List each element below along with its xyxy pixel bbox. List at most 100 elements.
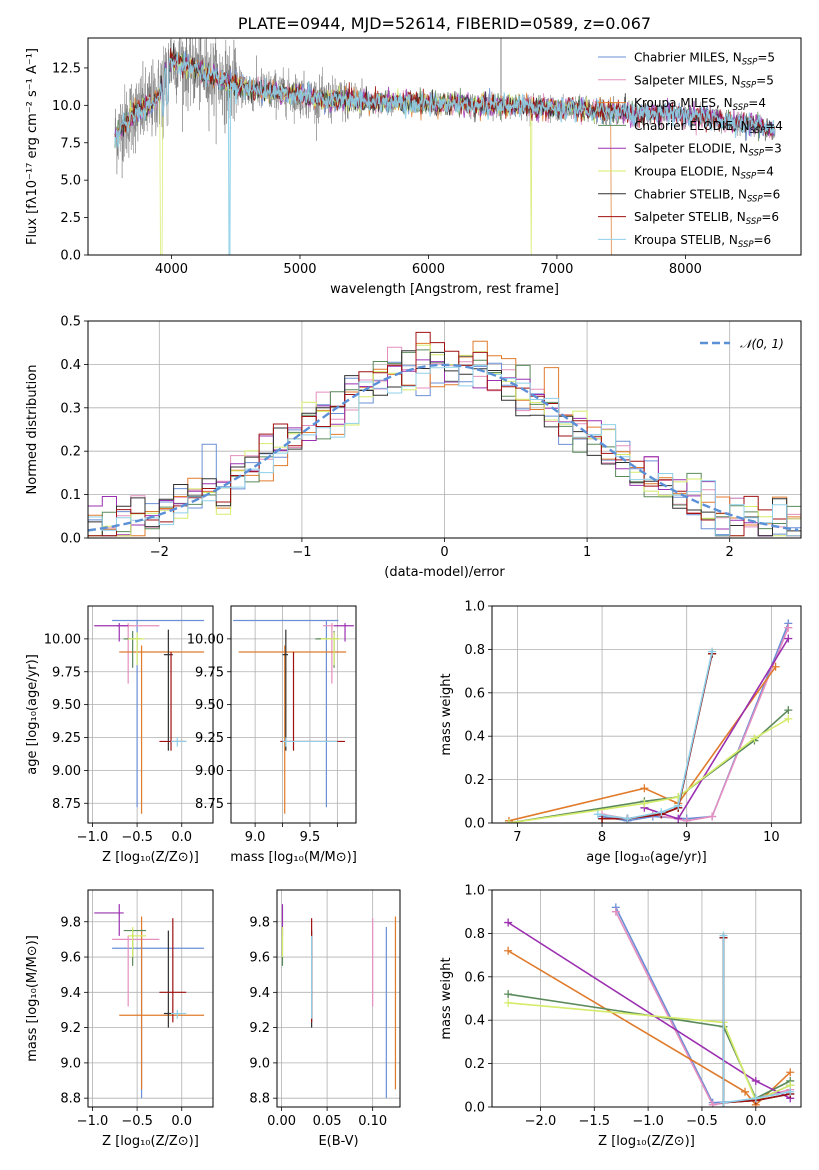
x-axis-label: age [log₁₀(age/yr)] — [586, 850, 707, 865]
y-tick-label: 9.6 — [60, 951, 81, 966]
errorbar-point-kroupa-miles — [119, 916, 205, 1090]
x-axis-label: Z [log₁₀(Z/Z⊙)] — [102, 850, 199, 865]
data-point-marker — [771, 662, 780, 671]
y-tick-label: 9.25 — [52, 731, 81, 746]
y-axis-label: age [log₁₀(age/yr)] — [25, 654, 40, 775]
y-tick-label: 9.00 — [195, 764, 224, 779]
x-tick-label: −2.0 — [525, 1114, 557, 1129]
y-axis-label: mass weight — [439, 957, 454, 1039]
x-tick-label: 9 — [683, 830, 691, 845]
data-point-marker — [708, 812, 717, 821]
data-point-marker — [682, 816, 691, 823]
plot-area — [94, 619, 205, 814]
legend-entry: Kroupa STELIB, NSSP=6 — [634, 233, 771, 250]
x-axis-label: mass [log₁₀(M/M⊙)] — [230, 850, 357, 865]
y-tick-label: 1.0 — [464, 600, 485, 615]
panel-age-vs-mass: 9.0 9.5 8.75 9.00 9.25 9.50 9.75 10.00 mass [log… — [187, 605, 357, 865]
y-tick-label: 0.0 — [464, 817, 485, 832]
data-point-marker — [784, 634, 793, 643]
axes-frame — [276, 889, 401, 1108]
y-tick-label: 0.4 — [60, 358, 81, 373]
y-tick-label: 9.00 — [52, 764, 81, 779]
plot-area — [504, 903, 795, 1107]
model-spectrum-line-kroupa-stelib — [114, 52, 776, 255]
legend-entry: Chabrier ELODIE, NSSP=4 — [634, 119, 783, 136]
x-axis-label: wavelength [Angstrom, rest frame] — [330, 282, 559, 297]
axes-frame — [87, 37, 802, 256]
errorbar-point-chabrier-miles — [112, 928, 205, 1099]
x-tick-label: −1.5 — [578, 1114, 610, 1129]
axes-frame — [87, 605, 214, 824]
legend-entry: Kroupa ELODIE, NSSP=4 — [634, 165, 774, 182]
errorbar-point-kroupa-miles — [238, 645, 347, 814]
series-kroupa-miles — [504, 946, 795, 1107]
y-tick-label: 9.75 — [52, 665, 81, 680]
series-kroupa-miles — [504, 662, 780, 823]
series-salpeter-elodie — [640, 634, 793, 823]
series-salpeter-miles — [611, 907, 795, 1107]
y-tick-label: 0.4 — [464, 730, 485, 745]
y-tick-label: 0.4 — [464, 1014, 485, 1029]
y-tick-label: 0.8 — [464, 643, 485, 658]
x-tick-label: 9.5 — [300, 830, 321, 845]
data-point-marker — [504, 918, 513, 927]
x-tick-label: −1.0 — [632, 1114, 664, 1129]
data-point-marker — [640, 784, 649, 793]
errorbar-point-chabrier-miles — [112, 619, 205, 808]
data-point-marker — [674, 814, 683, 823]
data-point-marker — [719, 931, 728, 940]
y-tick-label: 9.0 — [249, 1056, 270, 1071]
y-tick-label: 12.5 — [52, 61, 81, 76]
data-point-marker — [504, 990, 513, 999]
errorbar-point-salpeter-miles — [116, 623, 160, 684]
y-axis-label: Normed distribution — [25, 365, 40, 495]
errorbar-point-salpeter-stelib — [159, 652, 187, 751]
series-line — [508, 709, 789, 823]
legend-entry: 𝒩(0, 1) — [740, 337, 784, 351]
y-tick-label: 0.2 — [464, 773, 485, 788]
y-tick-label: 10.00 — [187, 632, 224, 647]
x-tick-label: 4000 — [155, 262, 188, 277]
y-tick-label: 9.4 — [249, 986, 270, 1001]
y-tick-label: 0.6 — [464, 686, 485, 701]
model-spectrum-line-kroupa-miles — [114, 51, 612, 255]
histogram-kroupa-stelib — [88, 364, 801, 537]
y-tick-label: 1.0 — [464, 884, 485, 899]
y-tick-label: 8.75 — [195, 797, 224, 812]
errorbar-point-chabrier-stelib — [282, 629, 289, 751]
x-tick-label: 8000 — [669, 262, 702, 277]
errorbar-point-kroupa-elodie — [128, 632, 145, 666]
series-line — [508, 666, 777, 822]
data-point-marker — [786, 1068, 795, 1077]
data-point-marker — [640, 799, 649, 808]
y-tick-label: 8.75 — [52, 797, 81, 812]
errorbar-point-kroupa-miles — [119, 645, 205, 814]
data-point-marker — [751, 1076, 760, 1085]
series-line — [507, 921, 791, 1100]
legend-entry: Salpeter STELIB, NSSP=6 — [634, 210, 779, 227]
x-axis-label: E(B-V) — [318, 1134, 358, 1149]
y-tick-label: 9.50 — [195, 698, 224, 713]
y-tick-label: 10.0 — [52, 99, 81, 114]
x-tick-label: −0.5 — [121, 1114, 153, 1129]
series-line — [615, 907, 791, 1104]
series-line — [508, 1002, 791, 1102]
x-tick-label: 2 — [726, 545, 734, 560]
x-tick-label: −1 — [292, 545, 311, 560]
series-salpeter-miles — [598, 623, 793, 823]
panel-weight-vs-z: −2.0 −1.5 −1.0 −0.5 0.0 0.0 0.2 0.4 0.6 0.8 1.0 Z [… — [439, 884, 802, 1149]
y-tick-label: 9.25 — [195, 731, 224, 746]
chart-title: PLATE=0944, MJD=52614, FIBERID=0589, z=0… — [238, 14, 651, 33]
x-tick-label: 7 — [513, 830, 521, 845]
y-tick-label: 10.00 — [44, 632, 81, 647]
x-tick-label: −0.5 — [686, 1114, 718, 1129]
y-tick-label: 0.1 — [60, 488, 81, 503]
errorbar-point-salpeter-miles — [112, 935, 160, 1007]
data-point-marker — [611, 907, 620, 916]
plot-area — [281, 904, 397, 1099]
data-point-marker — [751, 1094, 760, 1103]
legend-entry: Chabrier MILES, NSSP=5 — [634, 51, 775, 68]
data-point-marker — [657, 808, 666, 817]
y-tick-label: 0.6 — [464, 970, 485, 985]
x-axis-label: Z [log₁₀(Z/Z⊙)] — [598, 1134, 695, 1149]
